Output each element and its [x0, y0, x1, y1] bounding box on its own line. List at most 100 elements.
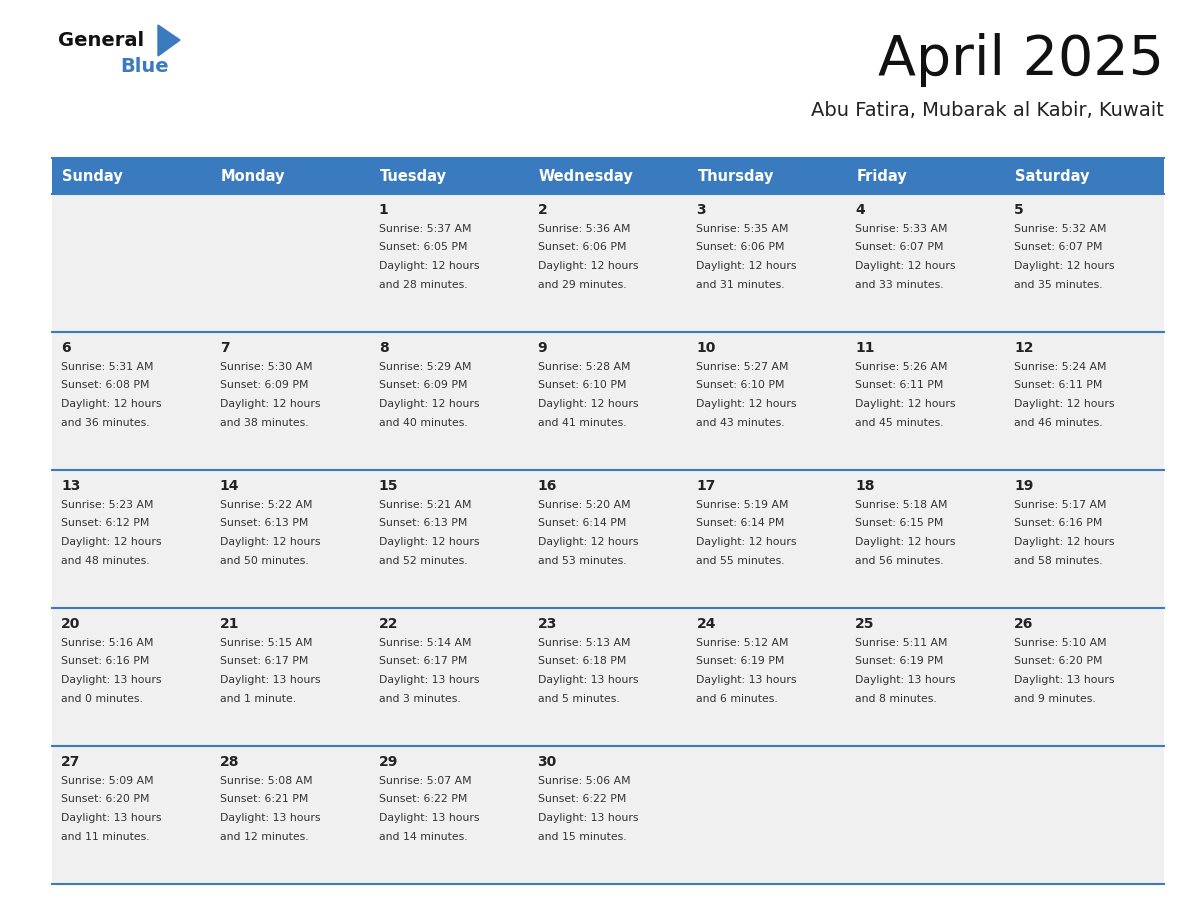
- Text: 30: 30: [538, 755, 557, 769]
- Text: 4: 4: [855, 203, 865, 217]
- Bar: [1005, 470, 1164, 608]
- Text: Sunrise: 5:13 AM: Sunrise: 5:13 AM: [538, 638, 630, 648]
- Text: Tuesday: Tuesday: [380, 169, 447, 184]
- Text: Sunset: 6:18 PM: Sunset: 6:18 PM: [538, 656, 626, 666]
- Text: and 38 minutes.: and 38 minutes.: [220, 418, 309, 428]
- Text: Daylight: 12 hours: Daylight: 12 hours: [1015, 537, 1114, 547]
- Text: Sunset: 6:14 PM: Sunset: 6:14 PM: [696, 519, 785, 529]
- Text: Sunset: 6:20 PM: Sunset: 6:20 PM: [1015, 656, 1102, 666]
- Text: Sunrise: 5:30 AM: Sunrise: 5:30 AM: [220, 362, 312, 372]
- Bar: [846, 608, 1005, 746]
- Text: Sunset: 6:16 PM: Sunset: 6:16 PM: [1015, 519, 1102, 529]
- Text: 29: 29: [379, 755, 398, 769]
- Text: and 6 minutes.: and 6 minutes.: [696, 693, 778, 703]
- Text: Sunrise: 5:15 AM: Sunrise: 5:15 AM: [220, 638, 312, 648]
- Text: Sunrise: 5:17 AM: Sunrise: 5:17 AM: [1015, 500, 1107, 510]
- Text: and 15 minutes.: and 15 minutes.: [538, 832, 626, 842]
- Bar: [52, 608, 210, 746]
- Text: and 36 minutes.: and 36 minutes.: [61, 418, 150, 428]
- Text: Daylight: 12 hours: Daylight: 12 hours: [1015, 261, 1114, 271]
- Text: Sunset: 6:22 PM: Sunset: 6:22 PM: [379, 794, 467, 804]
- Text: Sunrise: 5:18 AM: Sunrise: 5:18 AM: [855, 500, 948, 510]
- Text: Daylight: 13 hours: Daylight: 13 hours: [696, 675, 797, 685]
- Bar: [688, 332, 846, 470]
- Text: Sunrise: 5:06 AM: Sunrise: 5:06 AM: [538, 776, 630, 786]
- Text: and 33 minutes.: and 33 minutes.: [855, 279, 944, 289]
- Text: 5: 5: [1015, 203, 1024, 217]
- Text: 26: 26: [1015, 617, 1034, 631]
- Text: Sunrise: 5:37 AM: Sunrise: 5:37 AM: [379, 224, 472, 234]
- Bar: [1005, 158, 1164, 194]
- Text: General: General: [58, 30, 144, 50]
- Text: and 3 minutes.: and 3 minutes.: [379, 693, 461, 703]
- Text: Friday: Friday: [857, 169, 906, 184]
- Text: Sunset: 6:11 PM: Sunset: 6:11 PM: [1015, 380, 1102, 390]
- Text: Daylight: 12 hours: Daylight: 12 hours: [538, 399, 638, 409]
- Text: April 2025: April 2025: [878, 33, 1164, 87]
- Text: Daylight: 12 hours: Daylight: 12 hours: [855, 399, 956, 409]
- Text: Daylight: 12 hours: Daylight: 12 hours: [379, 399, 479, 409]
- Bar: [688, 470, 846, 608]
- Bar: [369, 470, 529, 608]
- Bar: [1005, 332, 1164, 470]
- Bar: [688, 158, 846, 194]
- Text: Sunset: 6:12 PM: Sunset: 6:12 PM: [61, 519, 150, 529]
- Text: Sunrise: 5:23 AM: Sunrise: 5:23 AM: [61, 500, 153, 510]
- Text: and 46 minutes.: and 46 minutes.: [1015, 418, 1102, 428]
- Text: Daylight: 13 hours: Daylight: 13 hours: [379, 813, 479, 823]
- Bar: [688, 746, 846, 884]
- Text: Sunset: 6:16 PM: Sunset: 6:16 PM: [61, 656, 150, 666]
- Text: 12: 12: [1015, 341, 1034, 355]
- Text: Wednesday: Wednesday: [538, 169, 633, 184]
- Text: 7: 7: [220, 341, 229, 355]
- Bar: [369, 158, 529, 194]
- Text: Daylight: 12 hours: Daylight: 12 hours: [696, 261, 797, 271]
- Text: Sunrise: 5:31 AM: Sunrise: 5:31 AM: [61, 362, 153, 372]
- Text: and 55 minutes.: and 55 minutes.: [696, 555, 785, 565]
- Bar: [529, 470, 688, 608]
- Text: 3: 3: [696, 203, 706, 217]
- Text: Daylight: 12 hours: Daylight: 12 hours: [61, 537, 162, 547]
- Text: 6: 6: [61, 341, 70, 355]
- Text: Sunset: 6:08 PM: Sunset: 6:08 PM: [61, 380, 150, 390]
- Text: Daylight: 12 hours: Daylight: 12 hours: [696, 537, 797, 547]
- Bar: [369, 194, 529, 332]
- Text: Daylight: 12 hours: Daylight: 12 hours: [538, 261, 638, 271]
- Text: 22: 22: [379, 617, 398, 631]
- Text: Sunset: 6:05 PM: Sunset: 6:05 PM: [379, 242, 467, 252]
- Text: Sunrise: 5:21 AM: Sunrise: 5:21 AM: [379, 500, 472, 510]
- Text: Sunset: 6:07 PM: Sunset: 6:07 PM: [855, 242, 943, 252]
- Text: and 5 minutes.: and 5 minutes.: [538, 693, 619, 703]
- Text: Sunset: 6:13 PM: Sunset: 6:13 PM: [220, 519, 308, 529]
- Text: Daylight: 13 hours: Daylight: 13 hours: [538, 813, 638, 823]
- Text: Sunset: 6:09 PM: Sunset: 6:09 PM: [220, 380, 309, 390]
- Text: Monday: Monday: [221, 169, 285, 184]
- Text: Sunset: 6:21 PM: Sunset: 6:21 PM: [220, 794, 308, 804]
- Bar: [52, 158, 210, 194]
- Text: Daylight: 12 hours: Daylight: 12 hours: [855, 261, 956, 271]
- Bar: [529, 608, 688, 746]
- Text: Sunrise: 5:09 AM: Sunrise: 5:09 AM: [61, 776, 153, 786]
- Text: 9: 9: [538, 341, 548, 355]
- Bar: [210, 194, 369, 332]
- Text: Daylight: 12 hours: Daylight: 12 hours: [61, 399, 162, 409]
- Text: and 12 minutes.: and 12 minutes.: [220, 832, 309, 842]
- Bar: [210, 746, 369, 884]
- Bar: [529, 746, 688, 884]
- Text: Sunrise: 5:24 AM: Sunrise: 5:24 AM: [1015, 362, 1107, 372]
- Text: Thursday: Thursday: [697, 169, 773, 184]
- Text: Sunrise: 5:22 AM: Sunrise: 5:22 AM: [220, 500, 312, 510]
- Bar: [846, 194, 1005, 332]
- Text: Sunday: Sunday: [62, 169, 122, 184]
- Text: Sunset: 6:07 PM: Sunset: 6:07 PM: [1015, 242, 1102, 252]
- Text: and 35 minutes.: and 35 minutes.: [1015, 279, 1102, 289]
- Text: 15: 15: [379, 479, 398, 493]
- Text: and 50 minutes.: and 50 minutes.: [220, 555, 309, 565]
- Text: Sunrise: 5:32 AM: Sunrise: 5:32 AM: [1015, 224, 1107, 234]
- Text: 23: 23: [538, 617, 557, 631]
- Text: 13: 13: [61, 479, 81, 493]
- Text: Sunset: 6:17 PM: Sunset: 6:17 PM: [379, 656, 467, 666]
- Text: Daylight: 12 hours: Daylight: 12 hours: [696, 399, 797, 409]
- Text: 20: 20: [61, 617, 81, 631]
- Text: and 9 minutes.: and 9 minutes.: [1015, 693, 1095, 703]
